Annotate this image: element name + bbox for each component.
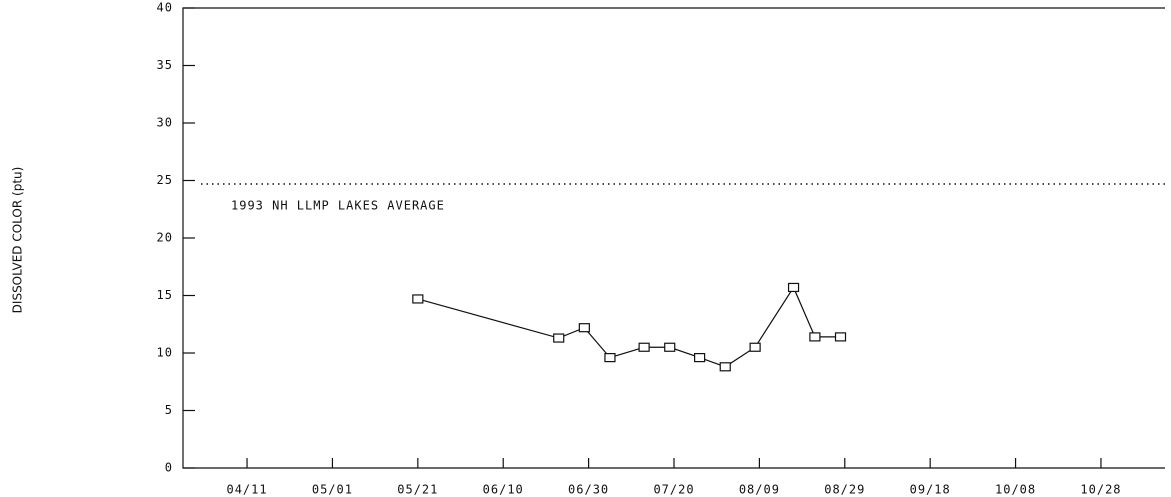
data-line: [417, 286, 841, 368]
y-axis-label: DISSOLVED COLOR (ptu): [11, 167, 25, 314]
x-tick-label: 05/01: [312, 483, 353, 497]
data-point: [638, 342, 650, 352]
data-point: [694, 353, 706, 363]
x-tick-label: 06/30: [568, 483, 609, 497]
y-tick-label: 10: [157, 346, 173, 360]
x-tick-label: 05/21: [397, 483, 438, 497]
x-tick-label: 08/29: [824, 483, 865, 497]
x-tick-label: 06/10: [483, 483, 524, 497]
x-tick-label: 04/11: [226, 483, 267, 497]
y-tick-label: 0: [165, 461, 173, 475]
x-tick-label: 09/18: [910, 483, 951, 497]
y-tick-label: 40: [157, 1, 173, 15]
x-tick-label: 10/28: [1080, 483, 1121, 497]
y-tick-label: 5: [165, 403, 173, 417]
data-point: [749, 342, 761, 352]
data-point: [412, 294, 424, 304]
x-tick-label: 10/08: [995, 483, 1036, 497]
data-point: [834, 332, 847, 342]
data-point: [604, 353, 616, 363]
data-point: [578, 323, 590, 333]
x-tick-label: 07/20: [653, 483, 694, 497]
y-tick-label: 25: [157, 173, 173, 187]
y-tick-label: 30: [157, 116, 173, 130]
data-point: [553, 333, 565, 343]
axes: [182, 7, 1165, 469]
data-point: [664, 342, 676, 352]
data-point: [719, 362, 731, 372]
y-tick-label: 15: [157, 288, 173, 302]
y-tick-label: 20: [157, 231, 173, 245]
data-point: [787, 282, 800, 293]
reference-label: 1993 NH LLMP LAKES AVERAGE: [231, 198, 445, 212]
data-point: [809, 332, 821, 342]
y-tick-label: 35: [157, 58, 173, 72]
x-tick-label: 08/09: [739, 483, 780, 497]
